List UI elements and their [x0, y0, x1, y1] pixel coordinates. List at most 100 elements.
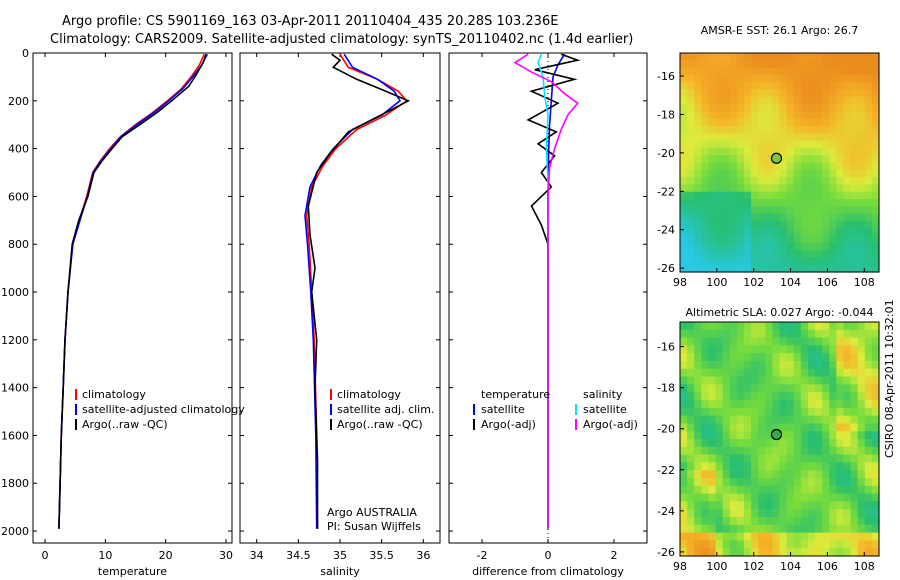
- sst-map-cell: [843, 147, 852, 156]
- sst-map-cell: [772, 206, 781, 215]
- sla-map-cell: [815, 322, 823, 331]
- sla-map-cell: [850, 329, 859, 339]
- sst-map-cell: [822, 177, 830, 185]
- sst-map-cell: [680, 53, 688, 61]
- sst-map-cell: [736, 140, 745, 149]
- sla-map-cell: [857, 345, 866, 354]
- sla-map-cell: [751, 439, 759, 448]
- salinity-xtick-label: 35: [333, 549, 347, 562]
- sla-map-cell: [871, 517, 880, 526]
- sst-map-cell: [807, 111, 816, 120]
- sla-map-cell: [743, 431, 752, 440]
- sla-map-xtick-label: 100: [706, 560, 727, 573]
- sla-map-cell: [758, 470, 766, 479]
- sla-map-cell: [680, 353, 688, 362]
- sst-map-cell: [687, 104, 695, 112]
- sst-map-cell: [722, 89, 731, 98]
- sla-map-cell: [743, 345, 752, 354]
- sst-map-cell: [758, 257, 766, 266]
- sst-map-cell: [680, 104, 688, 112]
- sla-map-cell: [779, 548, 788, 557]
- sla-map-cell: [786, 517, 795, 526]
- sst-map-cell: [715, 242, 724, 251]
- sst-map-cell: [701, 60, 710, 69]
- sla-map-cell: [857, 493, 866, 502]
- sst-map-cell: [786, 206, 795, 215]
- sla-map-cell: [864, 384, 873, 393]
- sla-map-cell: [822, 470, 830, 479]
- sst-map-cell: [765, 228, 773, 237]
- sla-map-cell: [786, 493, 795, 502]
- sst-map-cell: [815, 147, 823, 156]
- sla-map-cell: [815, 337, 823, 346]
- sst-map-cell: [786, 111, 795, 120]
- sla-map-cell: [722, 322, 731, 331]
- sla-map-cell: [800, 524, 809, 534]
- sla-map-cell: [864, 493, 873, 502]
- sla-map-cell: [857, 337, 866, 346]
- sst-map-cell: [793, 235, 802, 244]
- sla-map-cell: [843, 462, 852, 471]
- temperature-legend-label: Argo(..raw -QC): [82, 418, 168, 431]
- sst-map-cell: [857, 53, 866, 61]
- sst-map-cell: [843, 133, 852, 142]
- sst-map-cell: [701, 184, 710, 193]
- sla-map-cell: [836, 478, 845, 487]
- sst-map-cell: [701, 242, 710, 251]
- sst-map-cell: [758, 220, 766, 229]
- sla-map-cell: [708, 415, 717, 424]
- sla-map-cell: [871, 361, 880, 370]
- sla-map-cell: [736, 524, 745, 534]
- sla-map-cell: [729, 337, 738, 346]
- sla-map-cell: [779, 353, 788, 362]
- sst-map-cell: [729, 60, 738, 69]
- sst-map-cell: [708, 133, 717, 142]
- sla-map-cell: [729, 345, 738, 354]
- sst-map-cell: [715, 118, 724, 127]
- sla-map-cell: [800, 509, 809, 518]
- sst-map-cell: [701, 220, 710, 229]
- sst-map-cell: [815, 177, 823, 185]
- temperature-ytick-label: 2000: [1, 525, 29, 538]
- sst-map-cell: [793, 155, 802, 164]
- sst-map-cell: [822, 235, 830, 244]
- sla-map-cell: [715, 361, 724, 370]
- sla-map-cell: [772, 501, 781, 510]
- sla-map-cell: [843, 509, 852, 518]
- sst-map-cell: [815, 206, 823, 215]
- sst-map-cell: [815, 67, 823, 76]
- sst-map-cell: [772, 191, 781, 200]
- sst-map-cell: [758, 118, 766, 127]
- sla-map-cell: [765, 353, 773, 362]
- sla-map-cell: [807, 524, 816, 534]
- sla-map-cell: [815, 345, 823, 354]
- sla-map-cell: [786, 368, 795, 378]
- sla-map-cell: [793, 493, 802, 502]
- sla-map-cell: [857, 470, 866, 479]
- sst-map-cell: [751, 133, 759, 142]
- sst-map-cell: [857, 228, 866, 237]
- sst-map-cell: [850, 177, 859, 185]
- sla-map-cell: [736, 454, 745, 463]
- sst-map-cell: [736, 96, 745, 105]
- sst-map-cell: [793, 74, 802, 83]
- temperature-xtick-label: 10: [98, 549, 112, 562]
- sst-map-cell: [871, 96, 880, 105]
- sst-map-cell: [843, 220, 852, 229]
- sla-map-cell: [843, 431, 852, 440]
- sla-map-title: Altimetric SLA: 0.027 Argo: -0.044: [686, 306, 874, 319]
- difference-legend-label: Argo(-adj): [583, 418, 638, 431]
- sst-map-cell: [772, 199, 781, 207]
- sla-map-cell: [736, 501, 745, 510]
- sla-map-cell: [743, 407, 752, 417]
- sla-map-cell: [843, 368, 852, 378]
- sst-map-cell: [765, 206, 773, 215]
- sla-map-cell: [758, 431, 766, 440]
- sla-map-cell: [722, 517, 731, 526]
- sla-map-cell: [751, 322, 759, 331]
- sla-map-cell: [751, 431, 759, 440]
- sst-map-cell: [836, 177, 845, 185]
- sst-map-cell: [715, 199, 724, 207]
- sst-map-cell: [836, 140, 845, 149]
- sla-map-cell: [843, 454, 852, 463]
